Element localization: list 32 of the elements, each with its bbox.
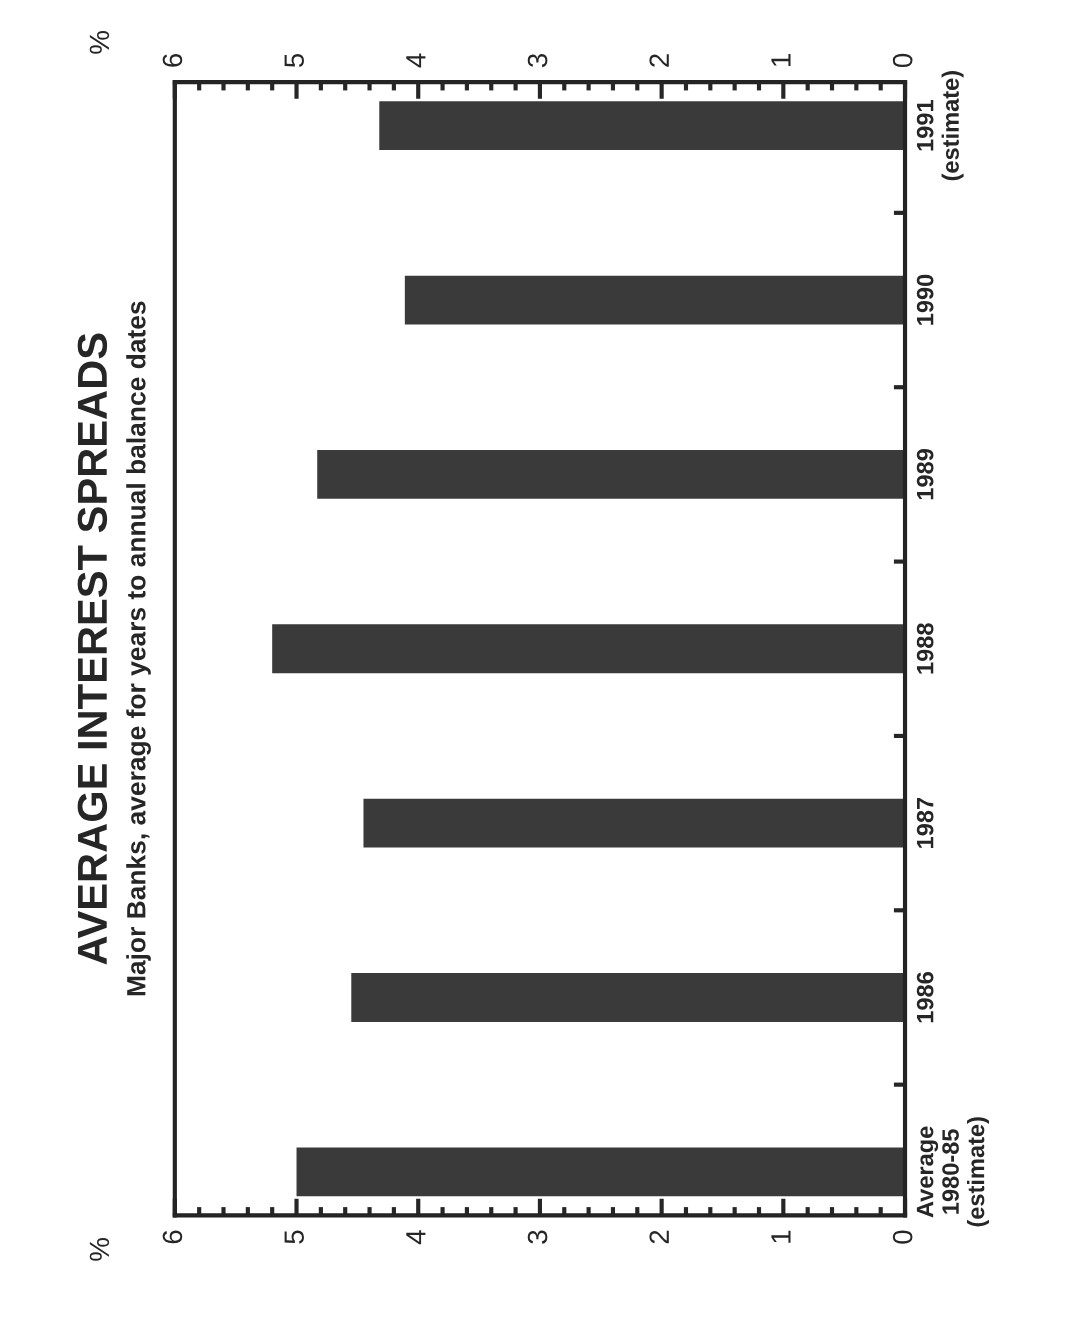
- bar: [272, 624, 906, 674]
- x2-tick-label: 4: [406, 53, 426, 68]
- x-tick-label: 3: [527, 1230, 548, 1244]
- y-tick-label: 1987: [916, 797, 934, 848]
- x2-tick-label: 3: [527, 53, 548, 68]
- bar: [351, 973, 906, 1022]
- bar: [379, 101, 906, 151]
- y-tick-label: 1989: [916, 449, 934, 500]
- text: %: [89, 31, 110, 54]
- y-tick-label: 1986: [916, 972, 934, 1023]
- x-tick-label: 5: [284, 1230, 304, 1244]
- bar: [404, 275, 906, 325]
- x2-tick-label: 6: [162, 53, 183, 67]
- bar: [296, 1147, 906, 1197]
- text: Major Banks, average for years to annual balance dates: [126, 301, 151, 996]
- x2-tick-label: 2: [649, 54, 669, 67]
- bar: [363, 798, 906, 848]
- x2-tick-label: 5: [284, 53, 304, 68]
- y-tick-label: 1991 (estimate): [916, 71, 964, 181]
- y-tick-label: 1988: [916, 623, 934, 674]
- x-tick-label: 6: [162, 1230, 183, 1244]
- y-tick-label: Average 1980-85 (estimate): [916, 1117, 990, 1227]
- x-tick-label: 4: [406, 1230, 426, 1245]
- x-tick-label: 1: [771, 1230, 791, 1243]
- y-tick-label: 1990: [916, 274, 934, 325]
- text: %: [89, 1238, 110, 1261]
- bar: [317, 449, 906, 499]
- x2-tick-label: 0: [892, 53, 913, 68]
- x-tick-label: 0: [892, 1230, 913, 1244]
- text: AVERAGE INTEREST SPREADS: [77, 333, 108, 965]
- x2-tick-label: 1: [771, 54, 791, 67]
- x-tick-label: 2: [649, 1230, 669, 1244]
